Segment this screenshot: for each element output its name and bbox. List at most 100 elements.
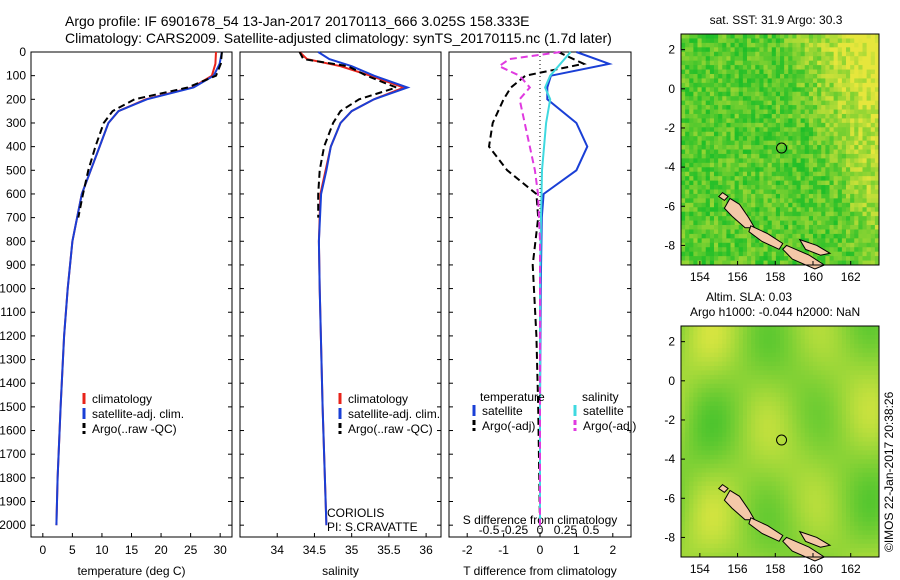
- legend-label: Argo(..raw -QC): [92, 422, 177, 436]
- map-cell: [742, 357, 748, 362]
- map-cell: [821, 419, 826, 425]
- map-cell: [825, 176, 830, 181]
- map-cell: [854, 100, 859, 106]
- map-cell: [693, 517, 698, 522]
- map-cell: [714, 370, 719, 376]
- map-cell: [701, 38, 707, 44]
- map-cell: [722, 472, 727, 478]
- x-tick-label: 34.5: [303, 543, 327, 557]
- map-cell: [833, 100, 839, 106]
- map-cell: [788, 468, 793, 473]
- map-cell: [813, 136, 818, 142]
- map-cell: [780, 145, 785, 150]
- map-cell: [751, 494, 756, 500]
- map-cell: [771, 140, 777, 146]
- map-cell: [709, 185, 715, 190]
- map-cell: [784, 392, 789, 398]
- map-cell: [825, 490, 830, 496]
- map-cell: [759, 423, 764, 429]
- map-cell: [685, 508, 690, 513]
- map-cell: [685, 494, 690, 500]
- map-cell: [854, 512, 859, 518]
- map-cell: [701, 343, 707, 349]
- map-cell: [730, 348, 736, 354]
- map-cell: [792, 100, 797, 106]
- map-cell: [846, 508, 851, 513]
- map-cell: [862, 140, 868, 146]
- map-cell: [788, 256, 793, 261]
- map-cell: [788, 463, 793, 469]
- map-cell: [747, 251, 752, 257]
- map-cell: [792, 428, 797, 434]
- map-cell: [804, 202, 810, 208]
- map-cell: [850, 463, 855, 469]
- map-cell: [825, 450, 830, 456]
- map-cell: [874, 34, 880, 39]
- map-cell: [784, 207, 789, 213]
- map-cell: [813, 517, 818, 522]
- map-cell: [759, 388, 764, 394]
- map-cell: [866, 162, 872, 168]
- map-cell: [850, 450, 855, 456]
- map-cell: [755, 65, 760, 70]
- map-cell: [742, 42, 748, 48]
- map-cell: [788, 397, 793, 402]
- map-cell: [825, 78, 830, 84]
- map-cell: [825, 127, 830, 133]
- map-cell: [705, 38, 711, 44]
- map-cell: [817, 105, 822, 110]
- map-cell: [858, 202, 863, 208]
- map-cell: [866, 96, 872, 102]
- map-cell: [681, 508, 686, 513]
- map-cell: [846, 374, 851, 380]
- map-cell: [804, 352, 810, 358]
- map-cell: [767, 100, 773, 106]
- map-cell: [681, 326, 686, 331]
- map-cell: [714, 69, 719, 75]
- map-cell: [796, 352, 802, 358]
- map-cell: [681, 414, 686, 420]
- map-cell: [689, 405, 694, 411]
- map-cell: [862, 38, 868, 44]
- map-cell: [829, 472, 835, 478]
- map-cell: [767, 410, 773, 416]
- map-cell: [722, 78, 727, 84]
- map-cell: [817, 508, 822, 513]
- map-cell: [685, 207, 690, 213]
- map-cell: [841, 454, 847, 460]
- map-cell: [734, 180, 740, 186]
- map-cell: [792, 361, 797, 367]
- map-cell: [681, 432, 686, 438]
- map-cell: [784, 47, 789, 53]
- map-cell: [775, 401, 781, 407]
- map-cell: [763, 176, 769, 181]
- map-cell: [759, 171, 764, 177]
- map-cell: [837, 229, 843, 235]
- map-cell: [693, 499, 698, 505]
- map-cell: [697, 450, 703, 456]
- map-cell: [751, 441, 756, 447]
- map-cell: [788, 69, 793, 75]
- map-cell: [747, 100, 752, 106]
- map-cell: [709, 207, 715, 213]
- map-cell: [718, 233, 723, 239]
- map-cell: [742, 428, 748, 434]
- map-cell: [874, 202, 880, 208]
- map-cell: [722, 499, 727, 505]
- map-cell: [726, 229, 731, 235]
- map-cell: [685, 334, 690, 340]
- map-cell: [808, 530, 814, 536]
- map-cell: [821, 193, 826, 199]
- map-cell: [693, 42, 698, 48]
- map-cell: [705, 525, 711, 531]
- map-cell: [808, 428, 814, 434]
- map-cell: [837, 78, 843, 84]
- map-cell: [800, 91, 806, 97]
- map-cell: [813, 441, 818, 447]
- map-cell: [829, 539, 835, 545]
- map-cell: [796, 334, 802, 340]
- map-cell: [697, 131, 703, 137]
- map-cell: [808, 414, 814, 420]
- map-cell: [850, 326, 855, 331]
- map-cell: [808, 543, 814, 549]
